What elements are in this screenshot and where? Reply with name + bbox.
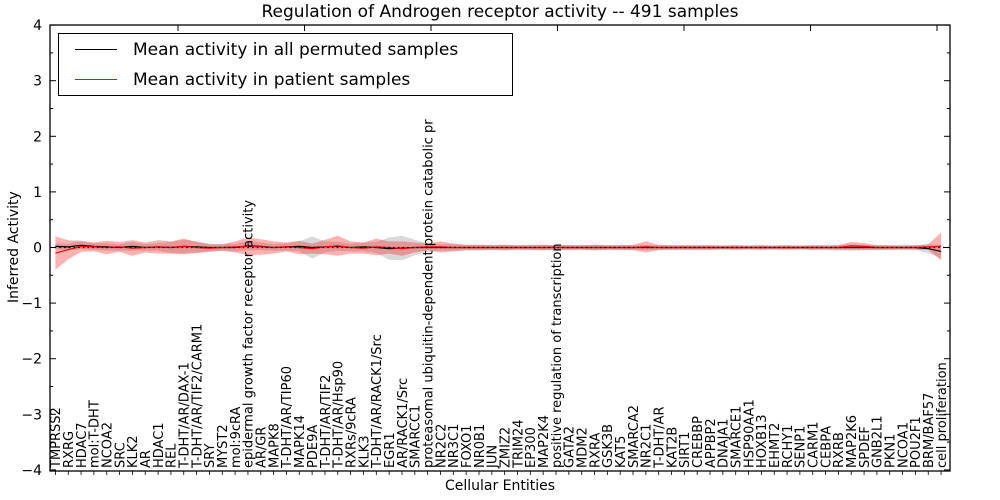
- x-category-label: NR2C1: [640, 424, 655, 468]
- x-category-label: MAPK14: [293, 415, 308, 468]
- x-category-label: TMPRSS2: [49, 407, 64, 469]
- x-category-label: T-DHT/AR/TIF2/CARM1: [190, 324, 205, 469]
- x-category-label: RXRA: [588, 433, 603, 468]
- x-category-label: MAP2K4: [537, 415, 552, 468]
- x-category-label: proteasomal ubiquitin-dependent protein …: [421, 119, 436, 468]
- x-category-label: MAP2K6: [845, 415, 860, 468]
- x-category-label: T-DHT/AR/RACK1/Src: [370, 334, 385, 469]
- x-category-label: GNB2L1: [871, 415, 886, 468]
- x-category-label: DNAJA1: [717, 419, 732, 468]
- legend-label-permuted: Mean activity in all permuted samples: [133, 39, 459, 60]
- x-category-label: NR2C2: [434, 424, 449, 468]
- x-category-label: mol:T-DHT: [88, 400, 103, 468]
- y-tick-label: −4: [21, 463, 42, 479]
- y-tick-label: 2: [33, 129, 42, 145]
- x-category-label: NR0B1: [473, 424, 488, 468]
- x-category-label: EHMT2: [768, 423, 783, 468]
- x-category-label: GSK3B: [601, 424, 616, 468]
- x-category-label: T-DHT/AR/Hsp90: [332, 361, 347, 469]
- x-category-label: SPDEF: [858, 426, 873, 468]
- x-category-label: MDM2: [576, 427, 591, 468]
- x-category-label: mol:9cRA: [229, 406, 244, 468]
- x-category-label: SIRT1: [678, 432, 693, 468]
- x-axis-label: Cellular Entities: [444, 478, 556, 494]
- x-category-label: SMARCE1: [730, 406, 745, 468]
- x-category-label: MYST2: [216, 424, 231, 468]
- y-axis-label: Inferred Activity: [6, 191, 22, 303]
- x-category-label: NCOA1: [896, 422, 911, 468]
- x-category-label: MAPK8: [267, 423, 282, 468]
- x-category-label: cell proliferation: [935, 362, 950, 468]
- x-category-label: T-DHT/AR: [653, 407, 668, 469]
- x-category-label: SRC: [113, 442, 128, 468]
- x-category-label: AR: [139, 450, 154, 468]
- x-category-label: REL: [165, 443, 180, 468]
- y-tick-label: −2: [21, 352, 42, 368]
- x-category-label: ZMIZ2: [499, 427, 514, 468]
- x-category-label: CEBPA: [819, 426, 834, 468]
- y-tick-label: 4: [33, 18, 42, 34]
- x-category-label: NR3C1: [447, 424, 462, 468]
- x-category-label: CREBBP: [691, 416, 706, 468]
- patient-line-swatch: [75, 79, 117, 80]
- x-category-label: T-DHT/AR/TIF2: [319, 375, 334, 469]
- permuted-line-swatch: [75, 49, 117, 50]
- x-category-label: TRIM24: [511, 419, 526, 469]
- x-category-label: EGR1: [383, 432, 398, 468]
- mean-patient-band: [55, 232, 942, 270]
- y-tick-label: −3: [21, 407, 42, 423]
- x-category-label: JUN: [486, 445, 501, 469]
- x-category-label: RCHY1: [781, 425, 796, 468]
- x-category-label: SMARCA2: [627, 405, 642, 468]
- x-category-label: APPBP2: [704, 418, 719, 468]
- x-category-label: epidermal growth factor receptor activit…: [242, 200, 257, 468]
- x-category-label: FOXO1: [460, 425, 475, 468]
- legend: Mean activity in all permuted samples Me…: [58, 33, 513, 96]
- y-tick-label: 1: [33, 185, 42, 201]
- x-category-label: HDAC7: [75, 422, 90, 468]
- x-category-label: GATA2: [563, 426, 578, 468]
- x-category-label: RXRs/9cRA: [344, 397, 359, 468]
- x-category-label: SENP1: [794, 426, 809, 468]
- x-category-label: KAT2B: [665, 427, 680, 468]
- legend-item-patient: Mean activity in patient samples: [75, 68, 512, 92]
- x-category-label: HSP90AA1: [742, 399, 757, 468]
- x-category-label: SMARCC1: [409, 405, 424, 468]
- legend-item-permuted: Mean activity in all permuted samples: [75, 38, 512, 62]
- x-category-label: SRY: [203, 444, 218, 468]
- x-category-label: AR/RACK1/Src: [396, 378, 411, 468]
- chart-title: Regulation of Androgen receptor activity…: [261, 2, 739, 22]
- x-category-label: HOXB13: [755, 414, 770, 468]
- y-tick-label: 3: [33, 74, 42, 90]
- x-category-label: BRM/BAF57: [922, 393, 937, 468]
- legend-label-patient: Mean activity in patient samples: [133, 69, 411, 90]
- x-category-label: POU2F1: [909, 416, 924, 468]
- x-category-label: T-DHT/AR/TIP60: [280, 366, 295, 469]
- x-category-label: RXRB: [832, 432, 847, 468]
- x-category-label: PKN1: [884, 434, 899, 468]
- x-category-label: RXRG: [62, 431, 77, 468]
- x-category-label: positive regulation of transcription: [550, 243, 565, 468]
- x-category-label: KLK2: [126, 435, 141, 468]
- y-tick-label: 0: [33, 241, 42, 257]
- x-category-label: NCOA2: [101, 422, 116, 468]
- y-tick-label: −1: [21, 296, 42, 312]
- x-category-label: EP300: [524, 427, 539, 468]
- x-category-label: HDAC1: [152, 422, 167, 468]
- x-category-label: T-DHT/AR/DAX-1: [178, 362, 193, 469]
- x-category-label: KAT5: [614, 436, 629, 468]
- x-category-label: AR/GR: [255, 427, 270, 468]
- x-category-label: KLK3: [357, 435, 372, 468]
- plot-frame: [49, 24, 951, 472]
- x-category-label: CARM1: [807, 422, 822, 469]
- x-category-label: PDE9A: [306, 425, 321, 468]
